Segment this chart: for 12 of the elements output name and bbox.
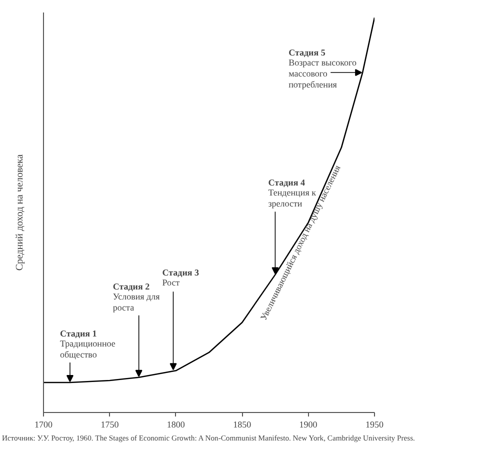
- x-tick-label: 1950: [366, 420, 384, 430]
- x-tick-label: 1800: [166, 420, 186, 430]
- x-tick-label: 1700: [34, 420, 53, 430]
- y-axis-title: Средний доход на человека: [14, 154, 26, 271]
- annotation: Стадия 5 Возраст высокого массового потребления: [288, 48, 357, 90]
- annotation: Стадия 3 Рост: [162, 268, 200, 288]
- annotation: Стадия 1 Традиционное общество: [60, 328, 116, 360]
- x-tick-label: 1900: [299, 420, 318, 430]
- annotation: Стадия 4 Тенденция к зрелости: [268, 178, 317, 209]
- x-tick-label: 1850: [233, 420, 252, 430]
- x-tick-label: 1750: [100, 420, 120, 430]
- annotation: Стадия 2 Условия для роста: [112, 281, 160, 312]
